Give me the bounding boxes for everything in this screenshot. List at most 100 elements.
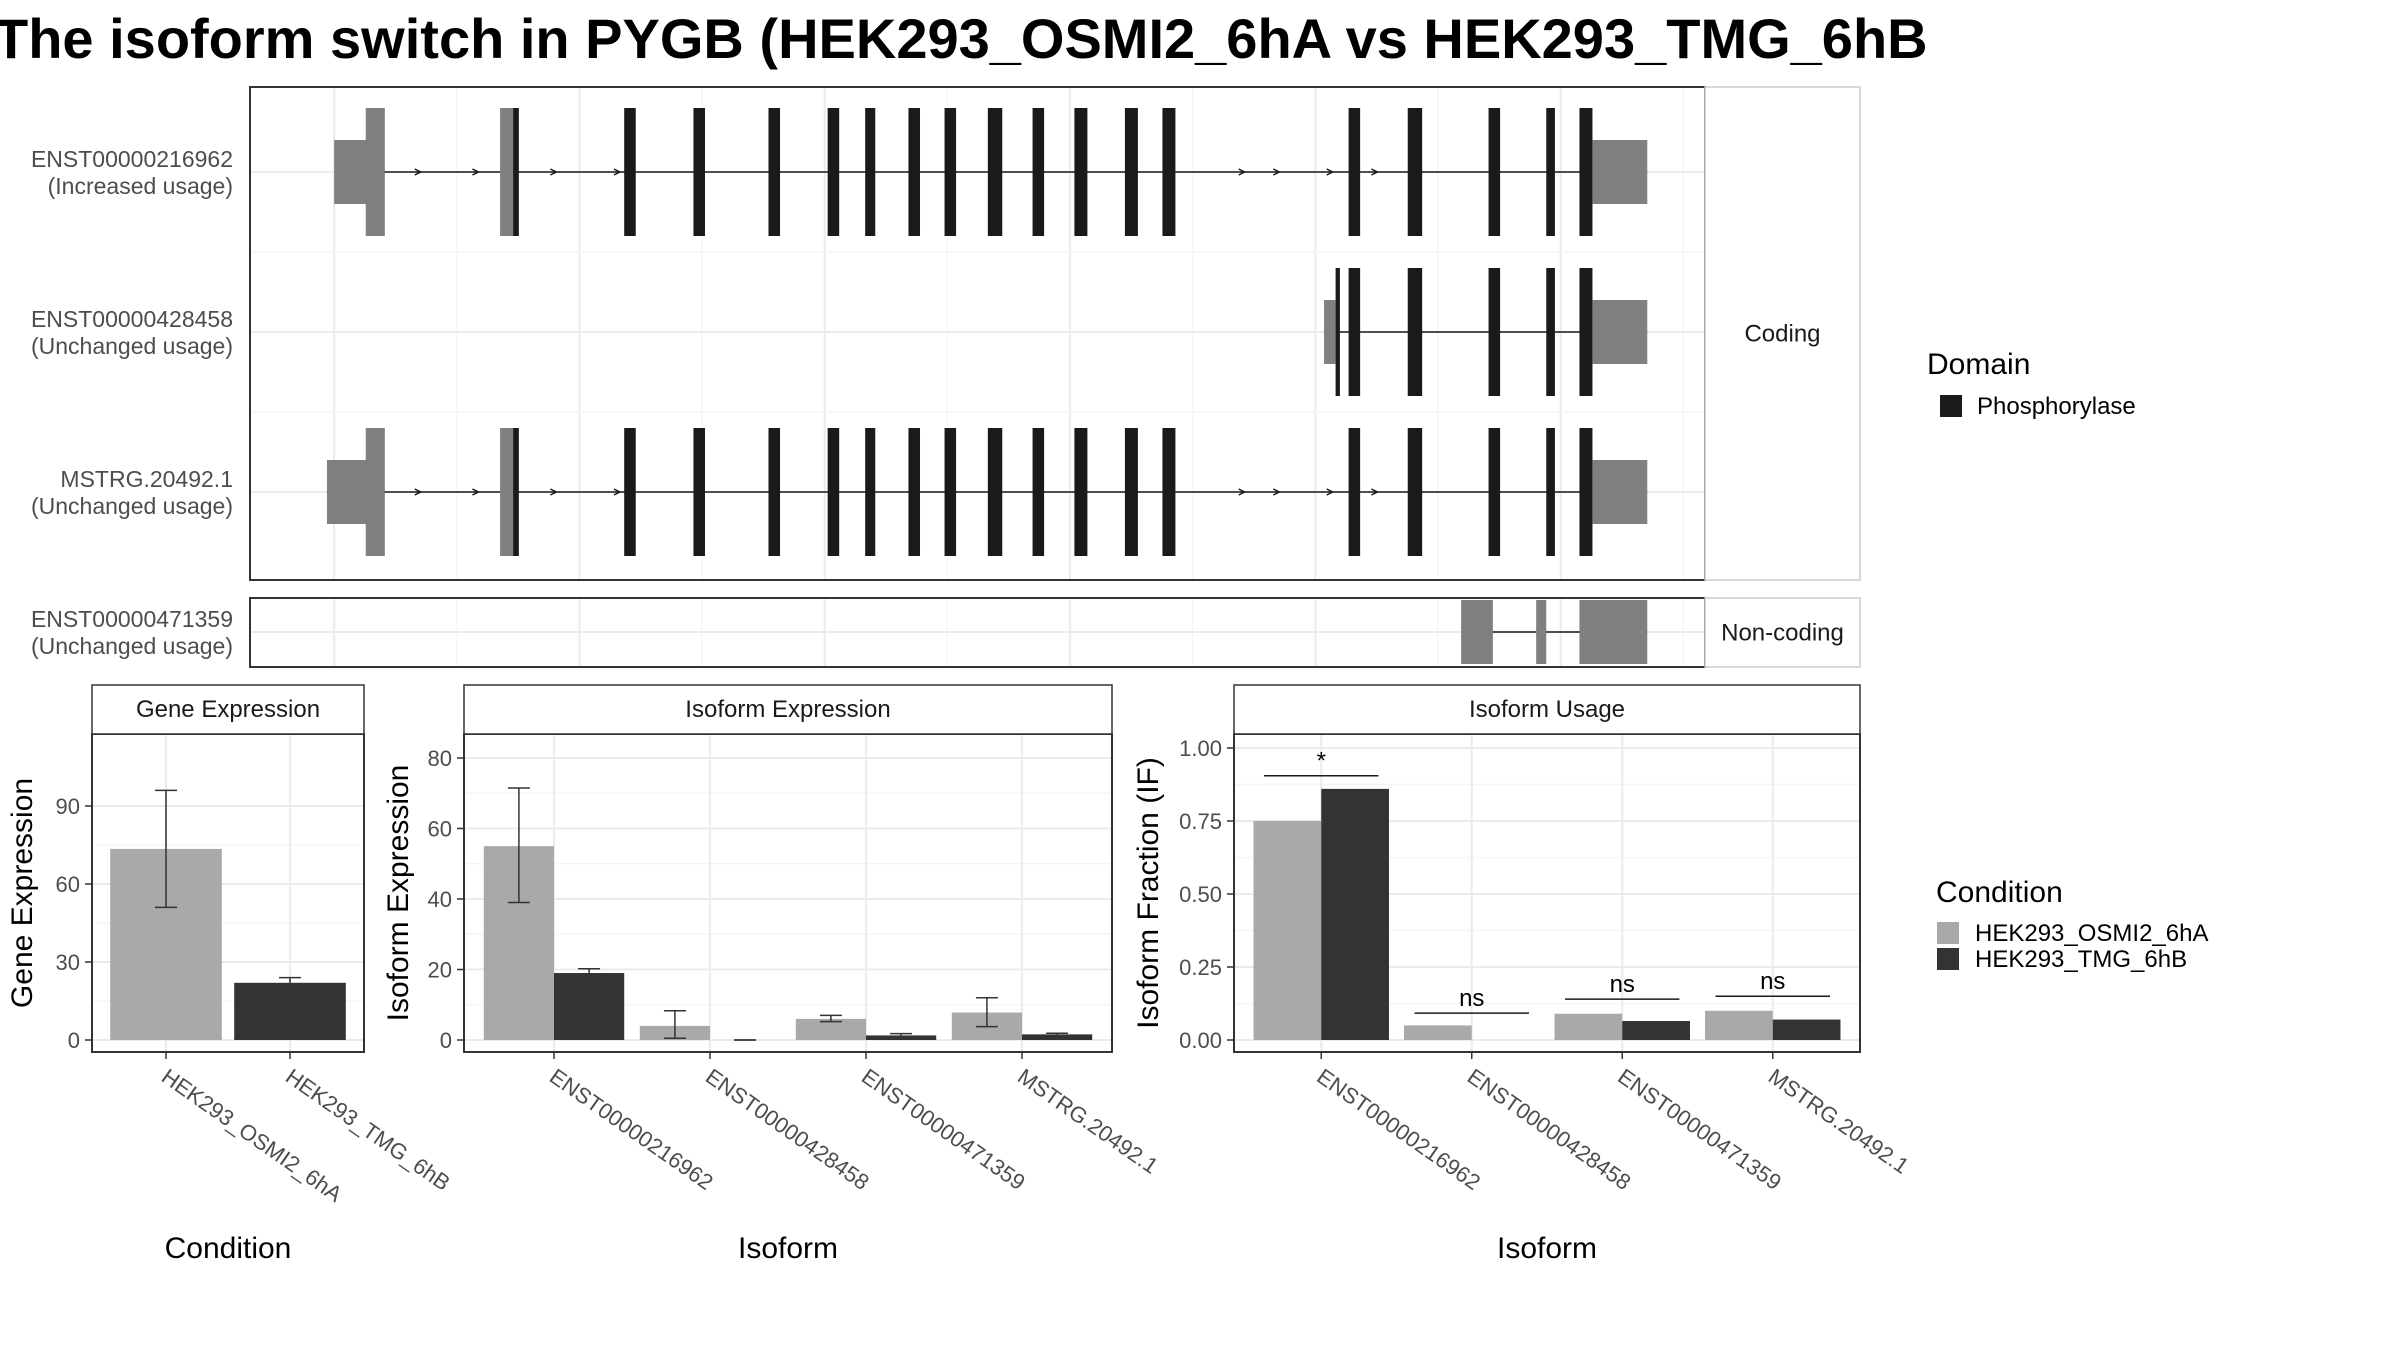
direction-arrow — [472, 168, 481, 176]
facet-strip — [1704, 86, 1861, 581]
cds-exon — [1579, 108, 1593, 236]
utr-exon — [1592, 300, 1648, 364]
cds-exon — [1032, 108, 1045, 236]
y-tick-label: 40 — [428, 887, 452, 912]
cds-exon — [1032, 428, 1045, 556]
cds-exon — [827, 428, 840, 556]
transcript-name-label: ENST00000471359 — [31, 606, 233, 632]
y-tick-label: 60 — [56, 872, 80, 897]
direction-arrow — [1371, 488, 1380, 496]
transcript-track — [326, 428, 1648, 556]
cds-exon — [1488, 108, 1501, 236]
legends: Domain Phosphorylase Condition HEK293_OSMI2… — [1927, 348, 2208, 973]
cds-exon — [987, 108, 1003, 236]
bar — [234, 982, 346, 1040]
bar — [1022, 1034, 1093, 1040]
cds-exon — [1407, 428, 1423, 556]
transcript-track — [334, 108, 1648, 236]
direction-arrow — [1238, 168, 1247, 176]
cds-exon — [1488, 428, 1501, 556]
utr-exon — [1536, 600, 1547, 664]
x-axis-title: Condition — [165, 1232, 292, 1265]
utr-exon — [1592, 140, 1648, 204]
utr-exon — [365, 428, 385, 556]
cds-exon — [944, 428, 957, 556]
y-tick-label: 60 — [428, 817, 452, 842]
utr-exon — [334, 140, 366, 204]
bar — [1622, 1021, 1690, 1040]
cds-exon — [987, 428, 1003, 556]
utr-exon — [1324, 300, 1336, 364]
cds-exon — [768, 108, 781, 236]
direction-arrow — [1272, 488, 1281, 496]
cds-exon — [513, 108, 519, 236]
transcript-name-label: MSTRG.20492.1 — [60, 466, 233, 492]
direction-arrow — [1371, 168, 1380, 176]
cds-exon — [624, 428, 636, 556]
facet-strip — [463, 684, 1113, 735]
cds-exon — [1348, 268, 1361, 396]
x-tick-label: ENST00000471359 — [1613, 1064, 1786, 1195]
cds-exon — [1074, 428, 1088, 556]
bar — [795, 1018, 866, 1040]
y-tick-label: 90 — [56, 794, 80, 819]
domain-legend-swatch — [1940, 395, 1962, 417]
bar — [1772, 1019, 1841, 1040]
direction-arrow — [550, 488, 559, 496]
bar — [1705, 1010, 1773, 1040]
direction-arrow — [1272, 168, 1281, 176]
transcript-track — [1461, 600, 1648, 664]
bar — [1404, 1025, 1472, 1040]
x-tick-label: MSTRG.20492.1 — [1013, 1064, 1163, 1179]
transcript-name-label: ENST00000428458 — [31, 306, 233, 332]
direction-arrow — [613, 488, 622, 496]
y-tick-label: 0.00 — [1179, 1028, 1222, 1053]
cds-exon — [1348, 428, 1361, 556]
direction-arrow — [414, 168, 423, 176]
facet-strip-label: Coding — [1744, 321, 1820, 348]
utr-exon — [326, 460, 366, 524]
cds-exon — [1407, 268, 1423, 396]
cds-exon — [1546, 108, 1555, 236]
gene-panel-background — [250, 87, 1705, 580]
x-tick-label: ENST00000471359 — [857, 1064, 1030, 1195]
cds-exon — [693, 428, 706, 556]
cds-exon — [908, 428, 921, 556]
y-axis-title: Gene Expression — [6, 778, 39, 1008]
cds-exon — [865, 108, 876, 236]
utr-exon — [500, 108, 514, 236]
direction-arrow — [414, 488, 423, 496]
cds-exon — [1335, 268, 1340, 396]
transcript-track — [1324, 268, 1648, 396]
bar — [1321, 788, 1389, 1040]
y-tick-label: 0.75 — [1179, 809, 1222, 834]
y-axis-title: Isoform Fraction (IF) — [1132, 757, 1165, 1029]
cds-exon — [1162, 428, 1176, 556]
domain-legend-title: Domain — [1927, 348, 2030, 381]
y-tick-label: 80 — [428, 746, 452, 771]
cds-exon — [1074, 108, 1088, 236]
facet-strip-label: Isoform Usage — [1469, 696, 1625, 723]
domain-legend-label: Phosphorylase — [1977, 393, 2136, 420]
transcript-usage-label: (Unchanged usage) — [31, 493, 233, 519]
cds-exon — [624, 108, 636, 236]
cds-exon — [908, 108, 921, 236]
direction-arrow — [550, 168, 559, 176]
bar-panel-3: * ns ns ns Isoform Usage 0.00 0.25 0.50 0.75 1.00… — [1132, 684, 1913, 1265]
y-tick-label: 30 — [56, 950, 80, 975]
direction-arrow — [1238, 488, 1247, 496]
y-tick-label: 1.00 — [1179, 736, 1222, 761]
x-tick-label: ENST00000428458 — [1463, 1064, 1636, 1195]
y-axis-title: Isoform Expression — [382, 765, 415, 1022]
y-tick-label: 0 — [440, 1028, 452, 1053]
facet-strip — [1704, 597, 1861, 668]
utr-exon — [1592, 460, 1648, 524]
bar — [1253, 821, 1322, 1040]
cds-exon — [1579, 268, 1593, 396]
x-axis-title: Isoform — [738, 1232, 838, 1265]
gene-structure-plot: ENST00000216962(Increased usage) ENST0000… — [31, 86, 1861, 668]
utr-exon — [365, 108, 385, 236]
cds-exon — [693, 108, 706, 236]
transcript-usage-label: (Unchanged usage) — [31, 633, 233, 659]
